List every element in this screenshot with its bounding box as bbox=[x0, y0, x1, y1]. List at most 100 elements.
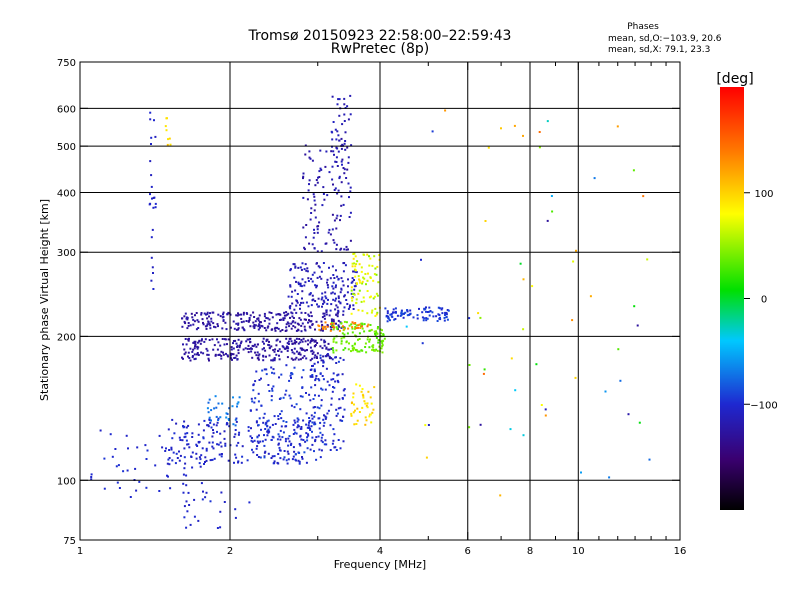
data-point bbox=[231, 405, 234, 408]
data-point bbox=[296, 301, 299, 304]
data-point bbox=[258, 353, 261, 356]
data-point bbox=[232, 423, 235, 426]
data-point bbox=[331, 320, 333, 323]
data-point bbox=[306, 270, 309, 273]
data-point bbox=[345, 248, 348, 251]
data-point bbox=[305, 269, 308, 272]
data-point bbox=[287, 452, 290, 455]
data-point bbox=[284, 425, 287, 428]
data-point bbox=[616, 125, 619, 128]
data-point bbox=[305, 301, 308, 304]
data-point bbox=[513, 124, 516, 127]
data-point bbox=[323, 443, 326, 446]
data-point bbox=[477, 312, 480, 315]
data-point bbox=[192, 318, 195, 321]
data-point bbox=[273, 460, 276, 463]
data-point bbox=[350, 312, 353, 315]
data-point bbox=[238, 431, 241, 434]
data-point bbox=[318, 305, 320, 308]
data-point bbox=[268, 311, 271, 314]
data-point bbox=[263, 342, 265, 345]
data-point bbox=[321, 347, 324, 350]
x-axis: 1 2 4 6 8 10 16 bbox=[77, 62, 686, 557]
data-point bbox=[354, 269, 357, 272]
data-point bbox=[267, 428, 270, 431]
data-point bbox=[347, 118, 350, 121]
data-point bbox=[377, 326, 379, 328]
data-point bbox=[313, 406, 316, 408]
data-point bbox=[362, 394, 365, 397]
data-point bbox=[314, 384, 317, 387]
data-point bbox=[90, 478, 93, 481]
data-point bbox=[125, 434, 128, 437]
data-point bbox=[207, 353, 210, 356]
data-point bbox=[235, 354, 238, 357]
data-point bbox=[204, 325, 207, 328]
data-point bbox=[396, 314, 399, 317]
grid-lines bbox=[80, 62, 680, 540]
data-point bbox=[425, 319, 428, 322]
data-point bbox=[348, 306, 351, 309]
data-point bbox=[154, 464, 157, 467]
data-point bbox=[390, 315, 393, 318]
data-point bbox=[223, 338, 226, 341]
data-point bbox=[303, 246, 306, 249]
data-point bbox=[270, 366, 273, 369]
data-point bbox=[343, 120, 346, 122]
y-axis-label: Stationary phase Virtual Height [km] bbox=[38, 199, 51, 401]
data-point bbox=[311, 243, 314, 246]
data-point bbox=[302, 439, 305, 441]
data-point bbox=[313, 247, 316, 250]
data-point bbox=[335, 356, 337, 359]
data-point bbox=[335, 304, 338, 307]
data-point bbox=[334, 308, 337, 311]
data-point bbox=[263, 444, 266, 447]
data-point bbox=[365, 351, 368, 354]
data-point bbox=[322, 302, 324, 305]
data-point bbox=[221, 327, 224, 330]
data-point bbox=[237, 313, 240, 316]
data-point bbox=[364, 346, 367, 348]
data-point bbox=[343, 394, 346, 397]
data-point bbox=[334, 299, 337, 302]
data-point bbox=[181, 317, 184, 320]
data-point bbox=[287, 322, 290, 325]
data-point bbox=[206, 324, 209, 327]
data-point bbox=[332, 340, 335, 343]
data-point bbox=[375, 348, 378, 351]
data-point bbox=[297, 352, 300, 355]
data-point bbox=[308, 420, 311, 423]
data-point bbox=[279, 457, 282, 460]
data-point bbox=[330, 303, 333, 306]
data-point bbox=[249, 314, 252, 317]
data-point bbox=[314, 438, 317, 441]
data-point bbox=[367, 272, 369, 275]
data-point bbox=[359, 281, 362, 284]
data-point bbox=[272, 349, 275, 352]
data-point bbox=[209, 421, 212, 424]
data-point bbox=[339, 219, 341, 222]
data-point bbox=[326, 380, 329, 383]
data-point bbox=[210, 320, 213, 323]
data-point bbox=[340, 137, 343, 140]
data-point bbox=[237, 441, 240, 444]
data-point bbox=[266, 424, 269, 427]
data-point bbox=[234, 516, 237, 519]
data-point bbox=[374, 315, 377, 317]
chart-title: Tromsø 20150923 22:58:00–22:59:43 bbox=[248, 28, 512, 44]
data-point bbox=[372, 408, 375, 411]
data-point bbox=[362, 253, 365, 256]
data-point bbox=[355, 324, 358, 327]
data-point bbox=[311, 294, 314, 297]
data-point bbox=[299, 444, 302, 447]
y-tick-label: 75 bbox=[63, 536, 76, 547]
data-point bbox=[303, 318, 306, 321]
data-point bbox=[307, 313, 310, 316]
data-point bbox=[321, 323, 324, 326]
data-point bbox=[197, 519, 200, 522]
data-point bbox=[360, 270, 363, 273]
data-point bbox=[260, 321, 262, 324]
data-point bbox=[222, 311, 225, 314]
data-point bbox=[310, 350, 313, 353]
data-point bbox=[350, 144, 353, 147]
